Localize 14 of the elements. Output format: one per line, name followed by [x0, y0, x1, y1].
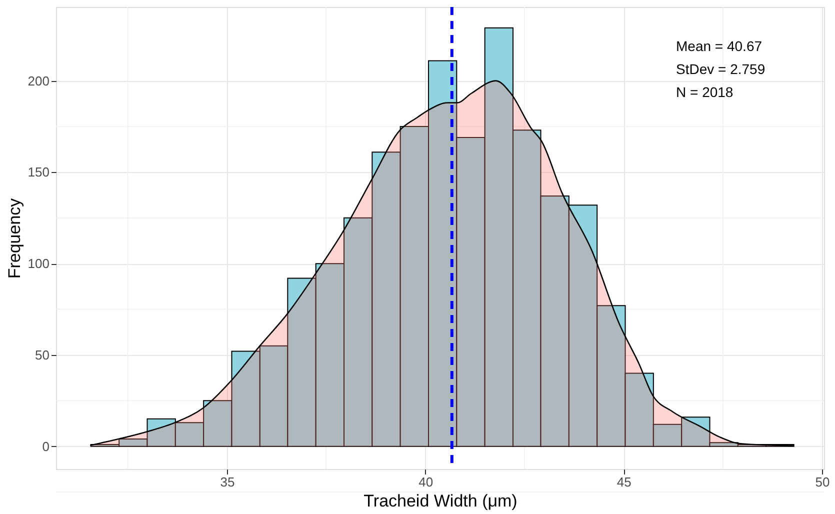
x-axis-title: Tracheid Width (μm) — [364, 492, 518, 510]
y-tick-label: 100 — [28, 256, 50, 272]
annotation: StDev = 2.759 — [676, 61, 766, 77]
x-tick-label: 45 — [616, 474, 632, 490]
y-tick-label: 150 — [28, 164, 50, 180]
x-tick-label: 50 — [815, 474, 830, 490]
y-tick-label: 50 — [35, 347, 50, 362]
y-axis-title: Frequency — [4, 198, 24, 279]
annotation: N = 2018 — [676, 84, 734, 100]
annotation: Mean = 40.67 — [676, 38, 762, 54]
x-tick-label: 35 — [220, 474, 235, 490]
x-tick-label: 40 — [418, 474, 434, 490]
y-tick-label: 200 — [28, 73, 50, 88]
y-tick-label: 0 — [42, 438, 50, 454]
